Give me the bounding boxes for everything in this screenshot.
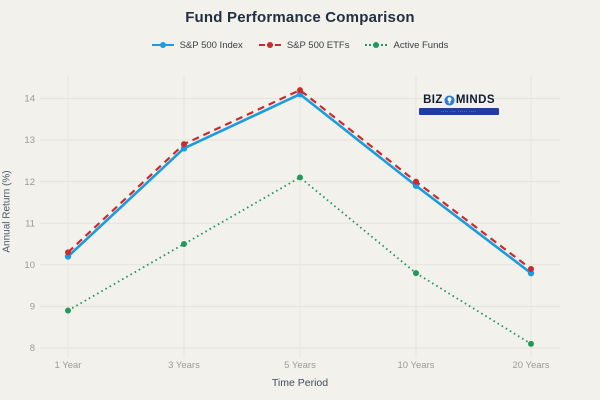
logo-word-left: BIZ: [423, 94, 443, 106]
data-point-s-p-500-etfs-10-years: [413, 178, 419, 185]
series-line-s-p-500-etfs: [67, 88, 532, 270]
y-tick-label-9: 9: [30, 302, 35, 313]
data-point-s-p-500-etfs-20-years: [528, 265, 534, 272]
bulb-base: [448, 101, 451, 104]
data-point-s-p-500-etfs-3-years: [181, 141, 187, 148]
x-tick-label-5-years: 5 Years: [284, 360, 316, 371]
globe-bulb-icon: [444, 95, 455, 106]
bizminds-logo: BIZ MINDS ···· ··· ····· ····: [417, 94, 501, 115]
x-tick-label-10-years: 10 Years: [398, 360, 435, 371]
legend-item-s-p-500-index: S&P 500 Index: [151, 39, 243, 51]
legend-item-label: S&P 500 Index: [179, 39, 243, 51]
legend-marker-dashed: [258, 41, 281, 49]
y-tick-label-10: 10: [24, 260, 35, 271]
y-axis-title: Annual Return (%): [1, 170, 13, 253]
x-tick-label-20-years: 20 Years: [513, 360, 550, 371]
y-tick-label-8: 8: [30, 343, 35, 354]
data-point-active-funds-1-year: [65, 307, 71, 314]
data-point-active-funds-5-years: [297, 174, 303, 181]
legend-item-label: S&P 500 ETFs: [286, 39, 350, 51]
data-point-s-p-500-etfs-1-year: [65, 249, 71, 256]
logo-word-right: MINDS: [455, 94, 495, 106]
chart-title: Fund Performance Comparison: [185, 9, 415, 26]
legend-marker-dotted: [365, 41, 388, 49]
y-tick-label-12: 12: [24, 177, 35, 188]
logo-tagline: ···· ··· ····· ····: [440, 109, 478, 114]
y-tick-label-11: 11: [25, 218, 35, 229]
logo-ribbon: ···· ··· ····· ····: [419, 108, 499, 115]
legend-item-label: Active Funds: [393, 39, 449, 51]
legend-marker-solid: [151, 41, 174, 49]
data-point-s-p-500-index-1-year: [64, 253, 72, 260]
legend-item-active-funds: Active Funds: [365, 40, 448, 51]
x-tick-label-1-year: 1 Year: [55, 360, 82, 371]
chart-legend: S&P 500 Index S&P 500 ETFs Active Funds: [0, 38, 600, 52]
y-tick-label-14: 14: [24, 94, 35, 105]
legend-item-s-p-500-etfs: S&P 500 ETFs: [258, 39, 350, 51]
data-point-active-funds-20-years: [528, 340, 534, 347]
x-tick-label-3-years: 3 Years: [168, 360, 200, 371]
data-point-s-p-500-etfs-5-years: [297, 87, 303, 94]
data-point-s-p-500-index-20-years: [527, 269, 535, 277]
data-point-s-p-500-index-3-years: [180, 145, 188, 152]
data-point-active-funds-3-years: [181, 241, 187, 247]
data-point-active-funds-10-years: [413, 270, 419, 277]
x-axis-title: Time Period: [271, 377, 329, 389]
bulb-head: [447, 97, 452, 102]
logo-wordmark: BIZ MINDS: [423, 94, 495, 107]
y-tick-label-13: 13: [24, 135, 35, 146]
